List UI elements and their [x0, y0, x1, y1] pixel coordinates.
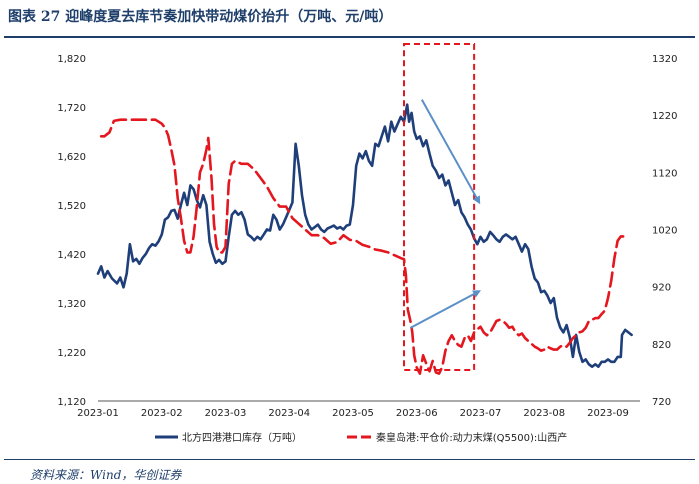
bottom-rule — [4, 459, 695, 460]
x-axis-ticks: 2023-01 2023-02 2023-03 2023-04 2023-05 2023-… — [77, 408, 629, 419]
right-tick-label: 820 — [652, 340, 671, 351]
chart-title: 图表 27 迎峰度夏去库节奏加快带动煤价抬升（万吨、元/吨） — [8, 9, 393, 25]
left-tick-label: 1,620 — [57, 152, 86, 163]
left-tick-label: 1,220 — [57, 348, 86, 359]
x-tick-label: 2023-07 — [460, 408, 502, 419]
highlight-box — [403, 43, 476, 371]
right-tick-label: 1120 — [652, 168, 677, 179]
x-tick-label: 2023-06 — [396, 408, 438, 419]
legend: 北方四港港口库存（万吨） 秦皇岛港:平仓价:动力末煤(Q5500):山西产 — [155, 431, 567, 444]
left-tick-label: 1,420 — [57, 250, 86, 261]
right-tick-label: 1020 — [652, 226, 677, 237]
right-tick-label: 920 — [652, 283, 671, 294]
left-tick-label: 1,720 — [57, 103, 86, 114]
inventory-series-line — [96, 103, 633, 369]
right-tick-label: 1220 — [652, 111, 677, 122]
trend-arrow — [409, 290, 481, 329]
coal-price-series-line — [99, 118, 626, 375]
series-group — [96, 103, 633, 375]
source-note: 资料来源：Wind，华创证券 — [30, 468, 182, 482]
x-tick-label: 2023-05 — [332, 408, 374, 419]
right-axis-ticks: 720 820 920 1020 1120 1220 1320 — [652, 54, 677, 408]
top-rule — [4, 36, 695, 38]
annotations-group — [403, 43, 481, 371]
x-tick-label: 2023-03 — [205, 408, 247, 419]
left-tick-label: 1,120 — [57, 397, 86, 408]
left-tick-label: 1,820 — [57, 54, 86, 65]
left-tick-label: 1,520 — [57, 201, 86, 212]
x-tick-label: 2023-01 — [77, 408, 119, 419]
right-tick-label: 1320 — [652, 54, 677, 65]
x-tick-label: 2023-08 — [523, 408, 565, 419]
right-tick-label: 720 — [652, 397, 671, 408]
legend-label-inventory: 北方四港港口库存（万吨） — [182, 431, 302, 444]
legend-label-price: 秦皇岛港:平仓价:动力末煤(Q5500):山西产 — [376, 431, 567, 444]
x-tick-label: 2023-09 — [587, 408, 629, 419]
left-tick-label: 1,320 — [57, 299, 86, 310]
x-tick-label: 2023-02 — [141, 408, 183, 419]
trend-arrow — [420, 99, 481, 205]
left-axis-ticks: 1,120 1,220 1,320 1,420 1,520 1,620 1,720 1,820 — [57, 54, 86, 408]
x-tick-label: 2023-04 — [268, 408, 310, 419]
